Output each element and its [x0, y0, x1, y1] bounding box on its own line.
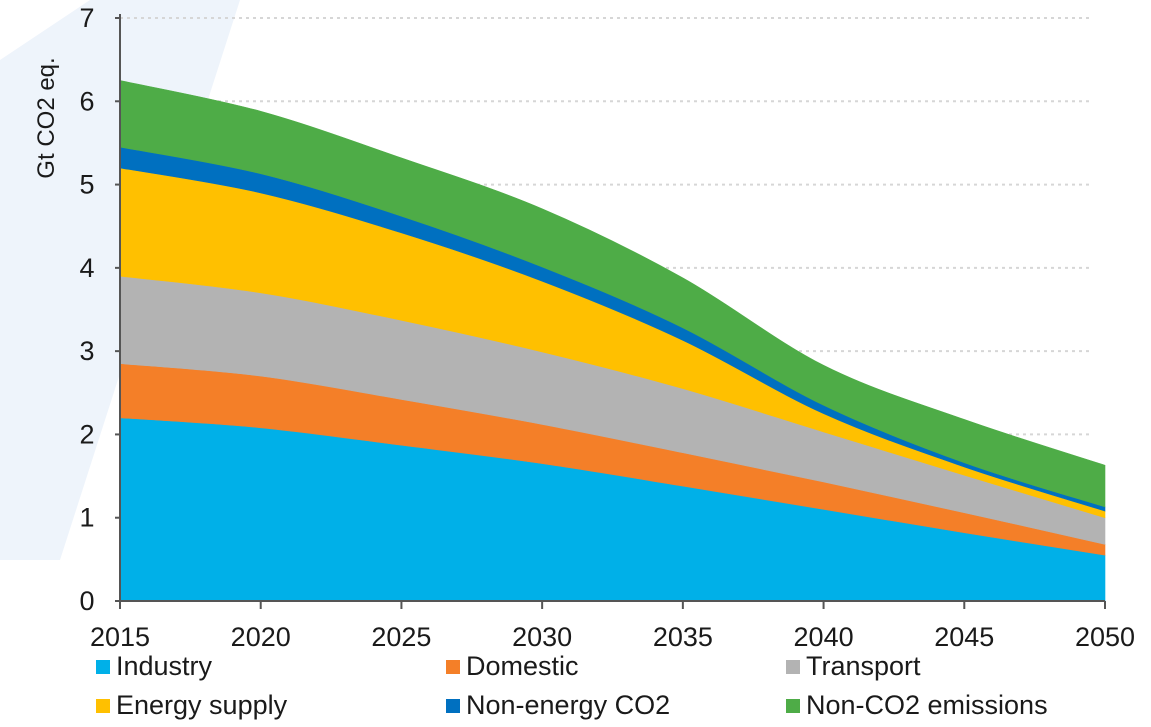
legend-label: Industry [116, 651, 213, 681]
legend-swatch [786, 698, 800, 713]
legend-item: Industry [96, 651, 212, 682]
legend-label: Transport [806, 651, 921, 681]
legend-item: Transport [786, 651, 921, 682]
legend-item: Non-energy CO2 [446, 690, 670, 721]
x-tick-label: 2040 [794, 622, 854, 652]
x-tick-label: 2025 [371, 622, 431, 652]
y-tick-label: 0 [79, 586, 94, 616]
legend-item: Energy supply [96, 690, 287, 721]
x-tick-label: 2015 [90, 622, 150, 652]
legend-label: Non-energy CO2 [466, 690, 671, 720]
legend-item: Domestic [446, 651, 579, 682]
y-tick-label: 2 [79, 419, 94, 449]
x-tick-label: 2045 [934, 622, 994, 652]
y-tick-label: 5 [79, 170, 94, 200]
y-tick-label: 1 [79, 503, 94, 533]
x-tick-label: 2050 [1075, 622, 1135, 652]
y-tick-label: 7 [79, 3, 94, 33]
legend: Industry Domestic Transport Energy supply No… [96, 651, 1151, 727]
legend-swatch [446, 659, 460, 674]
legend-swatch [96, 659, 110, 674]
legend-label: Energy supply [116, 690, 288, 720]
legend-label: Non-CO2 emissions [806, 690, 1048, 720]
legend-item: Non-CO2 emissions [786, 690, 1048, 721]
y-axis-title: Gt CO2 eq. [33, 57, 60, 178]
y-tick-label: 6 [79, 86, 94, 116]
axes: 0 1 2 3 4 5 6 7 2015 2020 2025 2030 2035 2040 2045 2050 [79, 3, 1135, 652]
legend-swatch [786, 659, 800, 674]
x-tick-label: 2030 [512, 622, 572, 652]
area-non-co2-emissions [119, 80, 1106, 508]
x-tick-label: 2035 [653, 622, 713, 652]
legend-swatch [96, 698, 110, 713]
legend-label: Domestic [466, 651, 579, 681]
y-tick-label: 4 [79, 253, 94, 283]
x-tick-label: 2020 [231, 622, 291, 652]
stacked-areas [119, 80, 1106, 602]
y-tick-label: 3 [79, 336, 94, 366]
legend-swatch [446, 698, 460, 713]
